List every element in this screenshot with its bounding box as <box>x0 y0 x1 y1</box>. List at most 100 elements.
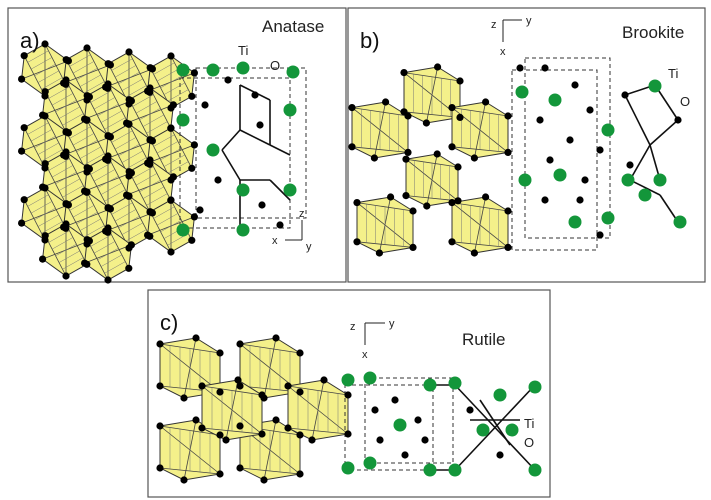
o-atom <box>421 436 429 444</box>
hatch <box>167 89 189 102</box>
hatch <box>83 81 105 94</box>
o-atom <box>104 204 112 212</box>
octahedron <box>356 196 414 254</box>
o-atom <box>167 196 175 204</box>
octahedron <box>42 79 90 133</box>
hatch <box>111 202 133 215</box>
o-atom <box>621 91 629 99</box>
o-atom <box>180 394 188 402</box>
ti-atom <box>448 463 462 477</box>
octahedron <box>21 43 69 97</box>
o-atom <box>236 382 244 390</box>
o-atom <box>156 382 164 390</box>
o-atom <box>402 155 410 163</box>
hatch <box>104 261 126 274</box>
panel-title: Brookite <box>622 23 684 42</box>
o-atom <box>41 88 49 96</box>
hatch <box>153 134 175 147</box>
o-atom <box>400 69 408 77</box>
hatch <box>62 185 84 198</box>
o-atom <box>674 116 682 124</box>
o-atom <box>344 391 352 399</box>
o-atom <box>104 80 112 88</box>
o-atom <box>448 104 456 112</box>
o-label: O <box>680 94 690 109</box>
o-atom <box>251 91 259 99</box>
hatch <box>160 147 182 161</box>
hatch <box>115 65 137 78</box>
unit-cell <box>524 57 611 239</box>
ti-atom <box>638 188 652 202</box>
o-atom <box>409 207 417 215</box>
hatch <box>94 97 116 110</box>
o-atom <box>260 476 268 484</box>
ti-atom <box>648 79 662 93</box>
hatch <box>100 110 122 123</box>
o-atom <box>169 173 177 181</box>
hatch <box>139 179 161 193</box>
hatch <box>31 201 53 214</box>
octahedron <box>42 151 90 205</box>
bond <box>629 179 661 196</box>
o-atom <box>320 376 328 384</box>
ti-atom <box>653 173 667 187</box>
ti-atom <box>283 103 297 117</box>
hatch <box>79 146 101 159</box>
o-atom <box>20 196 28 204</box>
o-atom <box>454 197 462 205</box>
hatch <box>97 247 119 261</box>
o-atom <box>344 430 352 438</box>
octahedron <box>126 87 174 141</box>
ti-atom <box>176 63 190 77</box>
o-atom <box>448 238 456 246</box>
hatch <box>73 205 95 218</box>
o-atom <box>234 376 242 384</box>
hatch <box>48 158 70 171</box>
axis-label: x <box>500 46 506 58</box>
o-atom <box>146 84 154 92</box>
o-label: O <box>270 58 280 73</box>
o-atom <box>169 101 177 109</box>
hatch <box>121 150 143 163</box>
o-atom <box>296 349 304 357</box>
hatch <box>76 139 98 153</box>
ti-atom <box>236 61 250 75</box>
hatch <box>69 198 91 211</box>
hatch <box>163 154 185 167</box>
o-atom <box>156 422 164 430</box>
hatch <box>31 57 53 70</box>
o-atom <box>596 231 604 239</box>
ti-atom <box>236 183 250 197</box>
hatch <box>52 237 74 250</box>
ti-atom <box>553 168 567 182</box>
o-atom <box>456 77 464 85</box>
o-atom <box>466 406 474 414</box>
o-atom <box>127 241 135 249</box>
octahedron <box>405 153 459 207</box>
o-atom <box>434 63 442 71</box>
o-atom <box>284 424 292 432</box>
hatch <box>62 257 84 270</box>
hatch <box>48 86 70 99</box>
unit-cell <box>511 69 598 251</box>
o-atom <box>192 416 200 424</box>
hatch <box>79 74 101 87</box>
bond <box>221 129 241 151</box>
panel-title: Anatase <box>262 17 324 36</box>
hatch <box>79 218 101 231</box>
o-atom <box>39 255 47 263</box>
octahedron <box>351 101 409 159</box>
o-atom <box>422 119 430 127</box>
o-atom <box>258 391 266 399</box>
bond <box>239 129 271 146</box>
axis-label: y <box>306 241 312 253</box>
o-atom <box>516 64 524 72</box>
ti-atom <box>286 65 300 79</box>
o-atom <box>83 44 91 52</box>
o-atom <box>258 430 266 438</box>
o-atom <box>353 238 361 246</box>
axis-label: z <box>350 321 356 333</box>
axis-label: z <box>491 19 497 31</box>
o-atom <box>470 249 478 257</box>
